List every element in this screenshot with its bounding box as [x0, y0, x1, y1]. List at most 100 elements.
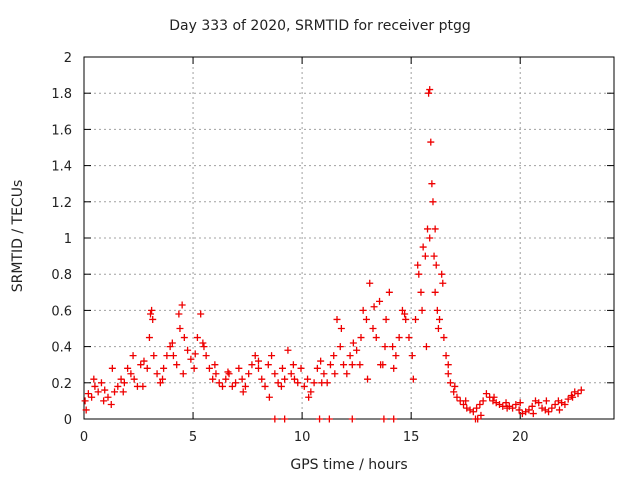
x-tick-label: 0: [80, 430, 88, 445]
data-point: [377, 361, 385, 369]
data-point: [390, 364, 398, 372]
data-point: [108, 364, 116, 372]
data-point: [333, 315, 341, 323]
data-point: [294, 379, 302, 387]
data-point: [446, 379, 454, 387]
data-point: [453, 393, 461, 401]
data-point: [137, 361, 145, 369]
data-point: [515, 406, 523, 414]
data-point: [254, 357, 262, 365]
data-point: [104, 393, 112, 401]
data-point: [490, 393, 498, 401]
data-point: [218, 382, 226, 390]
data-point: [184, 346, 192, 354]
data-point: [90, 375, 98, 383]
data-point: [145, 334, 153, 342]
data-point: [153, 370, 161, 378]
data-point: [551, 401, 559, 409]
data-point: [120, 379, 128, 387]
data-point: [150, 352, 158, 360]
data-point: [271, 370, 279, 378]
data-point: [390, 415, 398, 423]
data-point: [427, 138, 435, 146]
data-point: [91, 382, 99, 390]
data-point: [318, 379, 326, 387]
data-point: [245, 370, 253, 378]
data-point: [408, 352, 416, 360]
data-point: [340, 361, 348, 369]
data-point: [224, 368, 232, 376]
data-point: [258, 375, 266, 383]
data-point: [402, 315, 410, 323]
data-point: [479, 397, 487, 405]
data-point: [577, 386, 585, 394]
data-point: [460, 401, 468, 409]
data-point: [317, 357, 325, 365]
data-point: [574, 390, 582, 398]
data-point: [512, 401, 520, 409]
data-point: [271, 415, 279, 423]
data-point: [426, 86, 434, 94]
data-point: [248, 361, 256, 369]
data-point: [415, 270, 423, 278]
data-point: [503, 404, 511, 412]
data-point: [499, 402, 507, 410]
data-point: [548, 404, 556, 412]
data-point: [215, 379, 223, 387]
data-point: [130, 375, 138, 383]
data-point: [357, 334, 365, 342]
data-point: [305, 393, 313, 401]
data-point: [232, 379, 240, 387]
data-point: [101, 386, 109, 394]
data-point: [516, 399, 524, 407]
data-point: [274, 379, 282, 387]
data-point: [561, 401, 569, 409]
data-point: [127, 370, 135, 378]
data-point: [178, 301, 186, 309]
data-point: [139, 382, 147, 390]
x-tick-label: 15: [403, 430, 420, 445]
data-point: [395, 334, 403, 342]
data-point: [348, 361, 356, 369]
data-point: [370, 303, 378, 311]
data-point: [426, 234, 434, 242]
data-point: [143, 364, 151, 372]
data-point: [450, 388, 458, 396]
data-point: [88, 393, 96, 401]
y-tick-label: 0.6: [51, 304, 72, 319]
data-point: [191, 350, 199, 358]
data-point: [129, 352, 137, 360]
data-point: [320, 370, 328, 378]
data-point: [94, 388, 102, 396]
data-point: [419, 243, 427, 251]
data-point: [200, 343, 208, 351]
data-point: [414, 261, 422, 269]
data-point: [119, 388, 127, 396]
data-point: [82, 406, 90, 414]
data-point: [412, 315, 420, 323]
data-point: [307, 388, 315, 396]
data-point: [440, 334, 448, 342]
data-point: [442, 352, 450, 360]
data-point: [529, 410, 537, 418]
data-point: [190, 364, 198, 372]
data-point: [166, 343, 174, 351]
data-point: [431, 288, 439, 296]
data-point: [364, 375, 372, 383]
data-point: [241, 382, 249, 390]
data-point: [425, 89, 433, 97]
data-point: [336, 343, 344, 351]
data-point: [277, 382, 285, 390]
data-point: [555, 406, 563, 414]
data-point: [278, 364, 286, 372]
data-point: [156, 379, 164, 387]
data-point: [439, 279, 447, 287]
data-point: [290, 375, 298, 383]
data-point: [369, 325, 377, 332]
data-point: [462, 397, 470, 405]
data-point: [114, 382, 122, 390]
data-point: [337, 325, 345, 332]
data-point: [97, 379, 105, 387]
data-point: [254, 364, 262, 372]
